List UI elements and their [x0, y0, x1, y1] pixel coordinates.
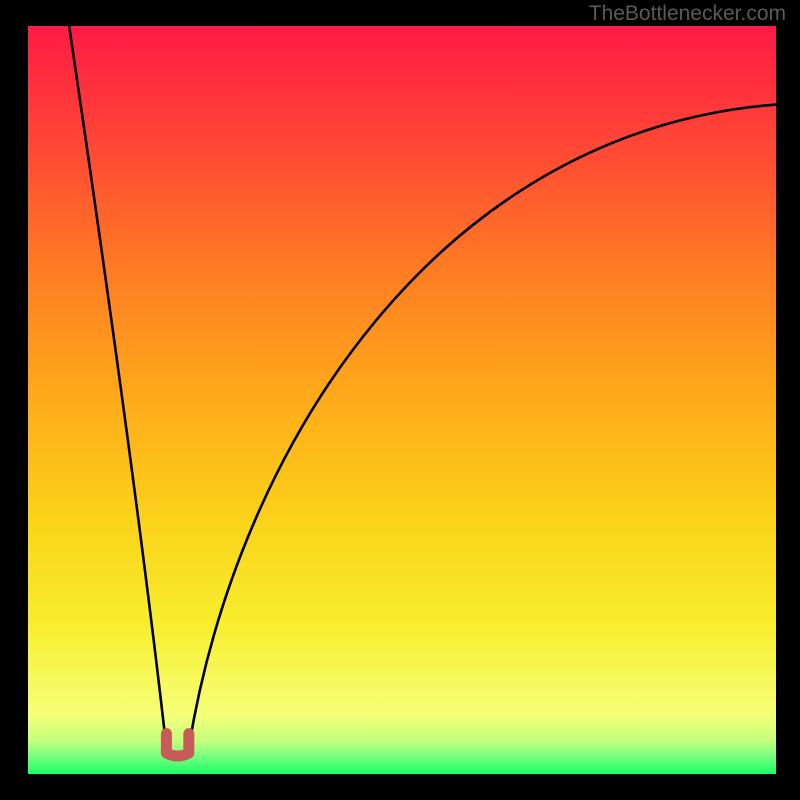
curve-right-branch: [189, 105, 776, 748]
curve-bottom-marker: [166, 734, 188, 756]
chart-plot-area: [28, 26, 776, 774]
chart-curve: [28, 26, 776, 774]
watermark-text: TheBottlenecker.com: [589, 2, 786, 26]
chart-frame: TheBottlenecker.com: [0, 0, 800, 800]
curve-left-branch: [69, 26, 166, 748]
